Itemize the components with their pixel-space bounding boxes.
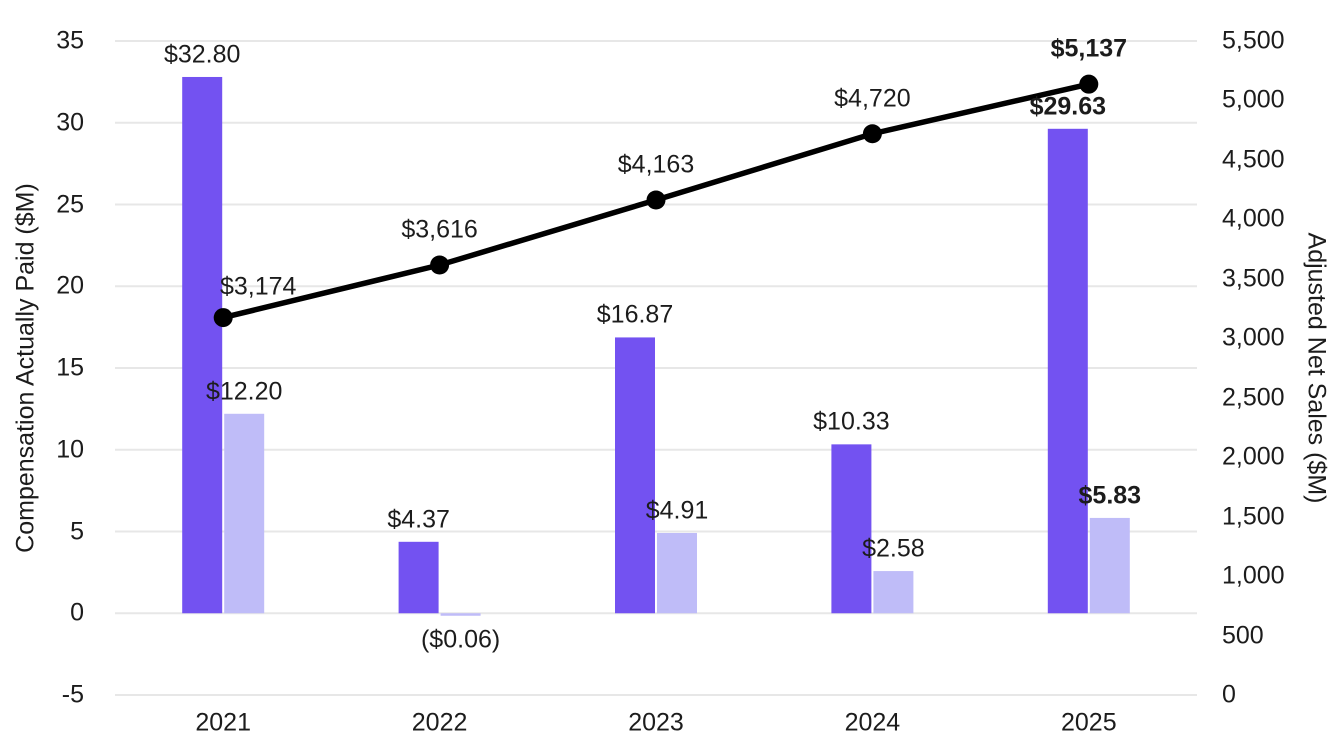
x-axis-label-2024: 2024	[844, 708, 901, 737]
bar-dark-bar	[398, 541, 439, 614]
line-label: $4,720	[834, 84, 911, 113]
right-axis-title: Adjusted Net Sales ($M)	[1302, 232, 1331, 504]
bar-dark-label: $29.63	[1029, 92, 1107, 121]
right-axis-tick: 1,000	[1222, 561, 1285, 590]
bar-light-label: ($0.06)	[420, 625, 501, 654]
bar-light-label: $4.91	[645, 496, 709, 525]
line-marker	[862, 124, 882, 144]
bar-light-label: $12.20	[205, 377, 283, 406]
line-label: $3,174	[219, 272, 297, 301]
left-axis-tick: 15	[56, 353, 84, 382]
right-axis-tick: 500	[1222, 621, 1264, 650]
line-marker	[213, 308, 233, 328]
bar-light-label: $5.83	[1078, 481, 1142, 510]
bar-dark-bar	[1047, 128, 1088, 614]
line-label: $5,137	[1050, 34, 1128, 63]
line-marker	[1079, 74, 1099, 94]
right-axis-tick: 4,000	[1222, 204, 1285, 233]
x-axis-label-2022: 2022	[411, 708, 468, 737]
left-axis-tick: -5	[61, 680, 84, 709]
right-axis-tick: 3,000	[1222, 323, 1285, 352]
line-label: $3,616	[401, 215, 478, 244]
bar-dark-label: $10.33	[813, 407, 890, 436]
left-axis-tick: 5	[70, 517, 84, 545]
bar-dark-label: $32.80	[163, 40, 241, 69]
right-axis-tick: 4,500	[1222, 145, 1285, 174]
left-axis-tick: 30	[56, 108, 84, 137]
x-axis-label-2025: 2025	[1060, 708, 1117, 737]
line-marker	[646, 190, 666, 210]
bar-light-bar	[873, 571, 914, 614]
left-axis-tick: 20	[56, 271, 84, 300]
left-axis-title: Compensation Actually Paid ($M)	[11, 183, 40, 553]
bar-light-bar	[657, 532, 697, 614]
bar-light-bar	[440, 613, 481, 616]
left-axis-tick: 10	[56, 435, 84, 464]
bar-light-bar	[1089, 517, 1130, 614]
bar-dark-bar	[182, 76, 223, 614]
bar-dark-bar	[831, 444, 872, 614]
bar-dark-label: $4.37	[387, 505, 450, 534]
bar-light-label: $2.58	[862, 534, 925, 563]
x-axis-label-2023: 2023	[628, 708, 684, 737]
right-axis-tick: 0	[1222, 680, 1236, 709]
x-axis-label-2021: 2021	[195, 708, 251, 737]
bar-light-bar	[224, 413, 265, 614]
right-axis-tick: 2,500	[1222, 383, 1285, 412]
line-marker	[430, 255, 450, 275]
bar-dark-bar	[615, 337, 655, 614]
right-axis-tick: 2,000	[1222, 442, 1285, 471]
right-axis-tick: 5,000	[1222, 85, 1285, 114]
right-axis-tick: 1,500	[1222, 502, 1285, 531]
right-axis-tick: 3,500	[1222, 264, 1285, 293]
line-label: $4,163	[617, 150, 695, 179]
left-axis-tick: 0	[70, 598, 84, 627]
right-axis-tick: 5,500	[1222, 26, 1285, 55]
bar-dark-label: $16.87	[596, 300, 674, 329]
left-axis-tick: 35	[56, 26, 84, 55]
left-axis-tick: 25	[56, 190, 84, 218]
